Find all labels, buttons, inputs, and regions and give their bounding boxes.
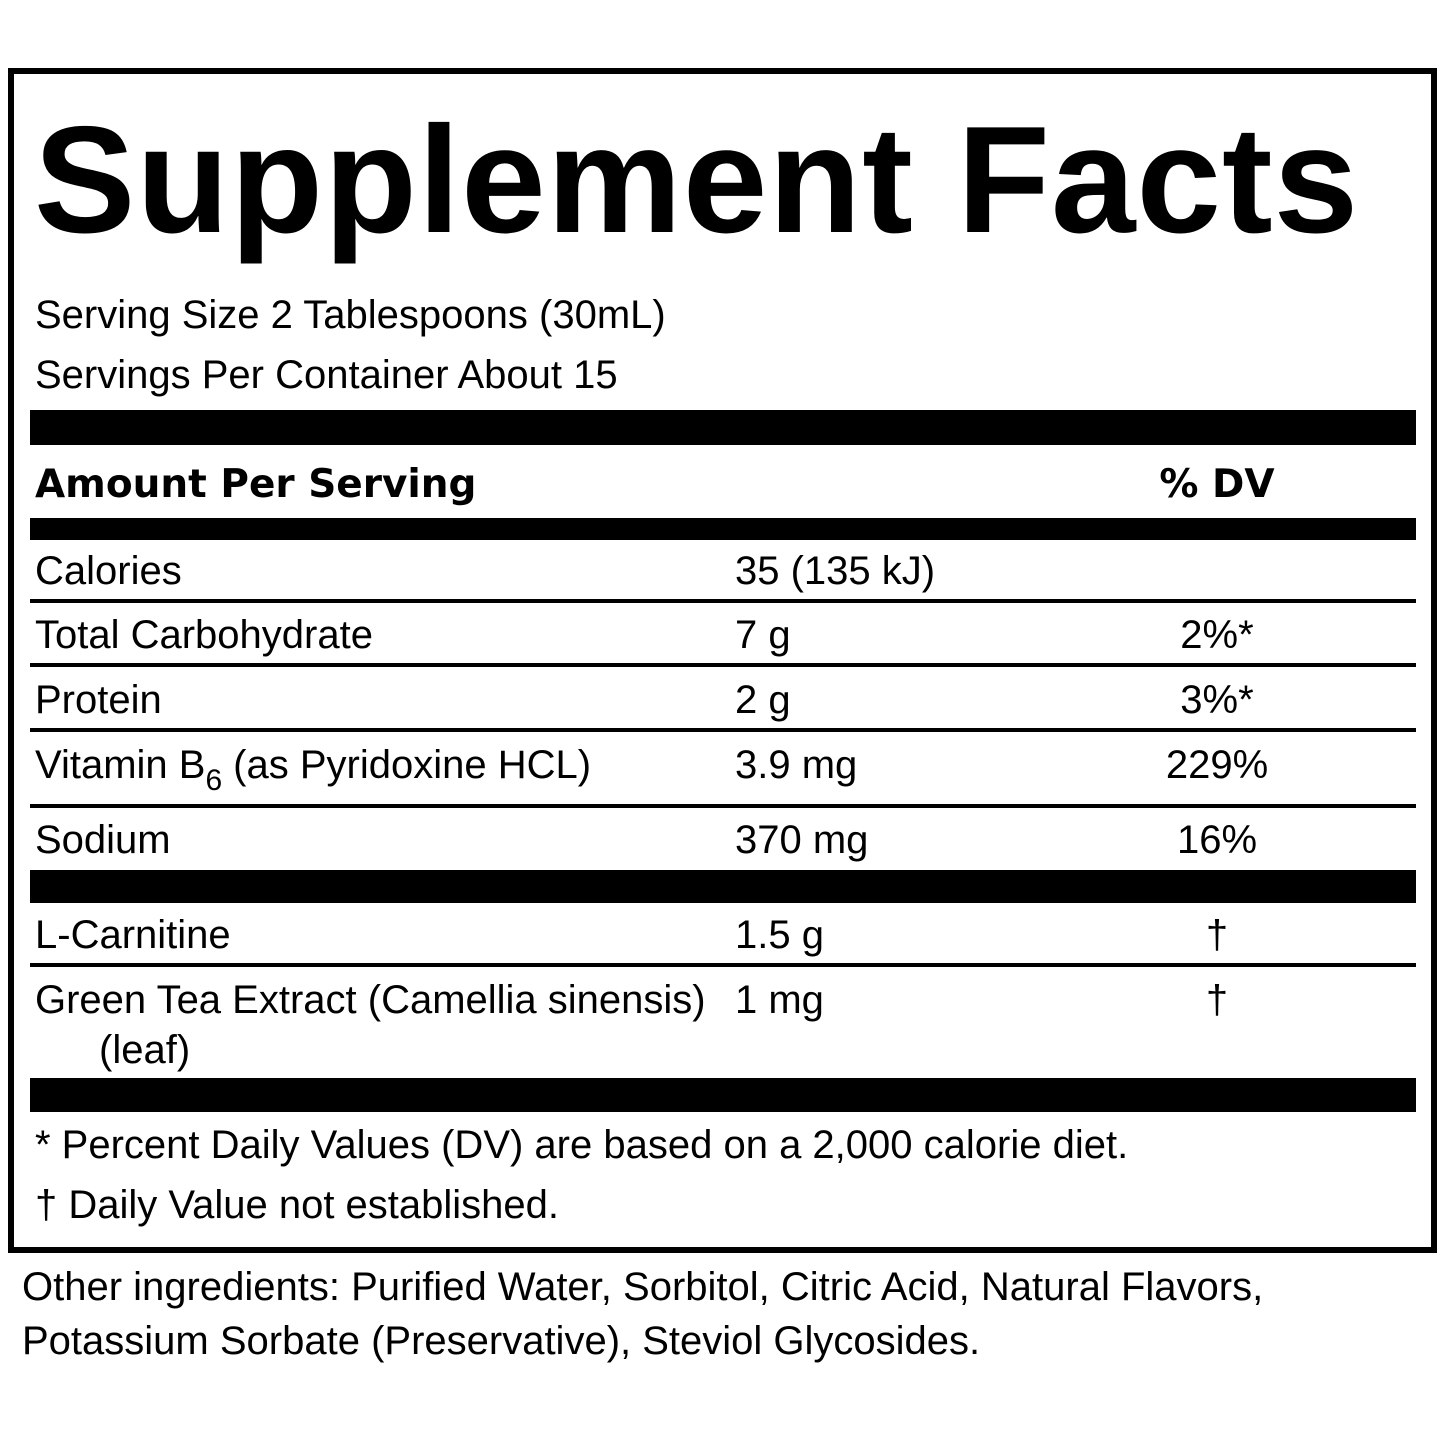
row-name: L-Carnitine bbox=[35, 913, 231, 957]
title: Supplement Facts bbox=[34, 95, 1360, 265]
row-dv: 2%* bbox=[1180, 613, 1254, 657]
subscript: 6 bbox=[205, 764, 223, 797]
header-amount: Amount Per Serving bbox=[35, 462, 477, 507]
row-name: Sodium bbox=[35, 818, 171, 862]
thick-rule bbox=[30, 1078, 1416, 1112]
row-amount: 1 mg bbox=[735, 978, 824, 1022]
footnote: * Percent Daily Values (DV) are based on… bbox=[35, 1123, 1129, 1167]
thick-rule bbox=[30, 518, 1416, 540]
row-amount: 2 g bbox=[735, 678, 791, 722]
serving-size: Serving Size 2 Tablespoons (30mL) bbox=[35, 293, 666, 337]
row-amount: 3.9 mg bbox=[735, 743, 858, 787]
row-dv: 229% bbox=[1165, 743, 1269, 787]
row-amount: 370 mg bbox=[735, 818, 869, 862]
name-rest: (as Pyridoxine HCL) bbox=[233, 743, 592, 787]
label-box bbox=[8, 68, 1437, 1253]
row-dv: † bbox=[1205, 913, 1229, 957]
thick-rule bbox=[30, 870, 1416, 903]
rule bbox=[30, 804, 1416, 808]
footnote: † Daily Value not established. bbox=[35, 1183, 560, 1227]
row-amount: 35 (135 kJ) bbox=[735, 549, 936, 593]
row-name: Green Tea Extract (Camellia sinensis)(le… bbox=[35, 978, 706, 1072]
thick-rule bbox=[30, 410, 1416, 445]
row-name: Protein bbox=[35, 678, 162, 722]
rule bbox=[30, 963, 1416, 967]
row-name: Calories bbox=[35, 549, 182, 593]
row-amount: 1.5 g bbox=[735, 913, 824, 957]
row-dv: 16% bbox=[1176, 818, 1258, 862]
other-ingredients: Other ingredients: Purified Water, Sorbi… bbox=[22, 1265, 1264, 1363]
servings-per-container: Servings Per Container About 15 bbox=[35, 353, 618, 397]
rule bbox=[30, 663, 1416, 667]
rule bbox=[30, 599, 1416, 603]
row-name: Total Carbohydrate bbox=[35, 613, 373, 657]
row-name: Vitamin B6 (as Pyridoxine HCL) bbox=[35, 740, 592, 796]
row-dv: † bbox=[1205, 978, 1229, 1022]
header-dv: % DV bbox=[1159, 462, 1275, 507]
row-amount: 7 g bbox=[735, 613, 791, 657]
name: Vitamin B bbox=[35, 743, 206, 787]
rule bbox=[30, 728, 1416, 732]
row-dv: 3%* bbox=[1180, 678, 1254, 722]
